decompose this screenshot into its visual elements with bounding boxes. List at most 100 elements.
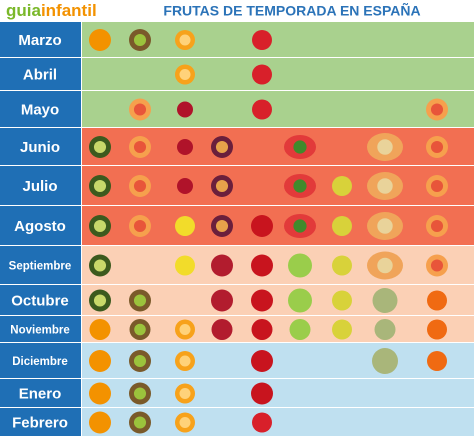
fruit-detail: [133, 354, 147, 368]
month-label: Noviembre: [10, 325, 69, 337]
month-label: Junio: [20, 139, 60, 156]
month-cell: [0, 408, 81, 436]
fruit-detail: [133, 179, 147, 193]
fruit-detail: [133, 219, 147, 233]
fruit-detail: [133, 103, 147, 116]
fruit-icon: [332, 290, 352, 311]
month-label: Diciembre: [12, 356, 68, 368]
fruit-icon: [427, 351, 447, 371]
row-bg: [82, 246, 474, 284]
fruit-icon: [251, 350, 273, 372]
fruit-icon: [289, 319, 311, 340]
fruit-icon: [177, 178, 193, 194]
month-label: Septiembre: [9, 261, 72, 273]
fruit-detail: [377, 139, 393, 155]
fruit-detail: [215, 179, 229, 193]
fruit-detail: [93, 259, 107, 272]
logo: guiainfantil: [6, 1, 97, 20]
fruit-detail: [430, 219, 444, 233]
fruit-detail: [179, 69, 191, 80]
header-bg: [0, 0, 474, 22]
fruit-detail: [430, 179, 444, 193]
fruit-detail: [133, 140, 147, 154]
month-cell: [0, 316, 81, 342]
fruit-icon: [89, 29, 111, 51]
month-label: Mayo: [21, 101, 59, 118]
fruit-detail: [93, 219, 107, 233]
fruit-detail: [134, 323, 146, 336]
month-label: Abril: [23, 66, 57, 83]
month-cell: [0, 343, 81, 378]
fruit-icon: [211, 254, 233, 277]
fruit-detail: [179, 388, 191, 399]
fruit-icon: [211, 319, 233, 340]
fruit-detail: [293, 140, 307, 154]
month-cell: [0, 58, 81, 90]
month-label: Julio: [22, 178, 57, 195]
month-cell: [0, 91, 81, 127]
fruit-icon: [177, 139, 193, 155]
fruit-detail: [430, 140, 444, 154]
fruit-icon: [332, 255, 352, 276]
fruit-icon: [427, 290, 447, 311]
fruit-detail: [293, 219, 307, 233]
rows: Marzo Abril Mayo Junio Julio Agosto Septiembre…: [0, 22, 474, 436]
month-cell: [0, 166, 81, 205]
fruit-icon: [252, 64, 272, 85]
fruit-detail: [133, 416, 147, 429]
fruit-icon: [251, 289, 273, 312]
logo-part: infantil: [41, 1, 97, 20]
fruit-detail: [133, 294, 147, 307]
month-label: Marzo: [18, 32, 61, 49]
fruit-detail: [430, 103, 444, 116]
fruit-icon: [175, 216, 195, 236]
month-cell: [0, 285, 81, 315]
fruit-icon: [89, 382, 111, 405]
fruit-icon: [251, 254, 273, 277]
fruit-icon: [177, 101, 193, 118]
month-label: Enero: [19, 385, 62, 402]
fruit-detail: [293, 179, 307, 193]
fruit-detail: [93, 294, 107, 307]
fruit-detail: [215, 140, 229, 154]
fruit-detail: [133, 387, 147, 400]
fruit-icon: [175, 255, 195, 276]
month-cell: [0, 246, 81, 284]
fruit-icon: [372, 348, 398, 374]
fruit-icon: [251, 319, 273, 340]
fruit-detail: [215, 219, 229, 233]
fruit-detail: [93, 140, 107, 154]
fruit-detail: [179, 34, 191, 46]
fruit-detail: [133, 33, 147, 47]
fruit-icon: [332, 216, 352, 236]
fruit-icon: [252, 412, 272, 433]
fruit-icon: [332, 176, 352, 196]
fruit-detail: [377, 257, 393, 274]
logo-part: guia: [6, 1, 41, 20]
title: FRUTAS DE TEMPORADA EN ESPAÑA: [163, 2, 420, 19]
month-label: Octubre: [11, 292, 69, 309]
month-label: Febrero: [12, 414, 68, 431]
fruit-detail: [93, 179, 107, 193]
fruit-icon: [89, 319, 111, 340]
fruit-icon: [251, 215, 273, 237]
fruit-icon: [89, 411, 111, 434]
fruit-icon: [252, 30, 272, 50]
month-cell: [0, 22, 81, 57]
fruit-icon: [288, 288, 312, 313]
fruit-detail: [377, 218, 393, 234]
month-label: Agosto: [14, 218, 66, 235]
fruit-icon: [372, 288, 398, 313]
fruit-detail: [377, 178, 393, 194]
month-cell: [0, 379, 81, 407]
month-cell: [0, 128, 81, 165]
fruit-detail: [179, 417, 191, 428]
fruit-icon: [252, 99, 272, 120]
fruit-icon: [374, 319, 396, 340]
fruit-icon: [251, 382, 273, 405]
fruit-icon: [89, 350, 111, 372]
fruit-icon: [332, 319, 352, 340]
fruit-detail: [179, 355, 191, 367]
month-cell: [0, 206, 81, 245]
